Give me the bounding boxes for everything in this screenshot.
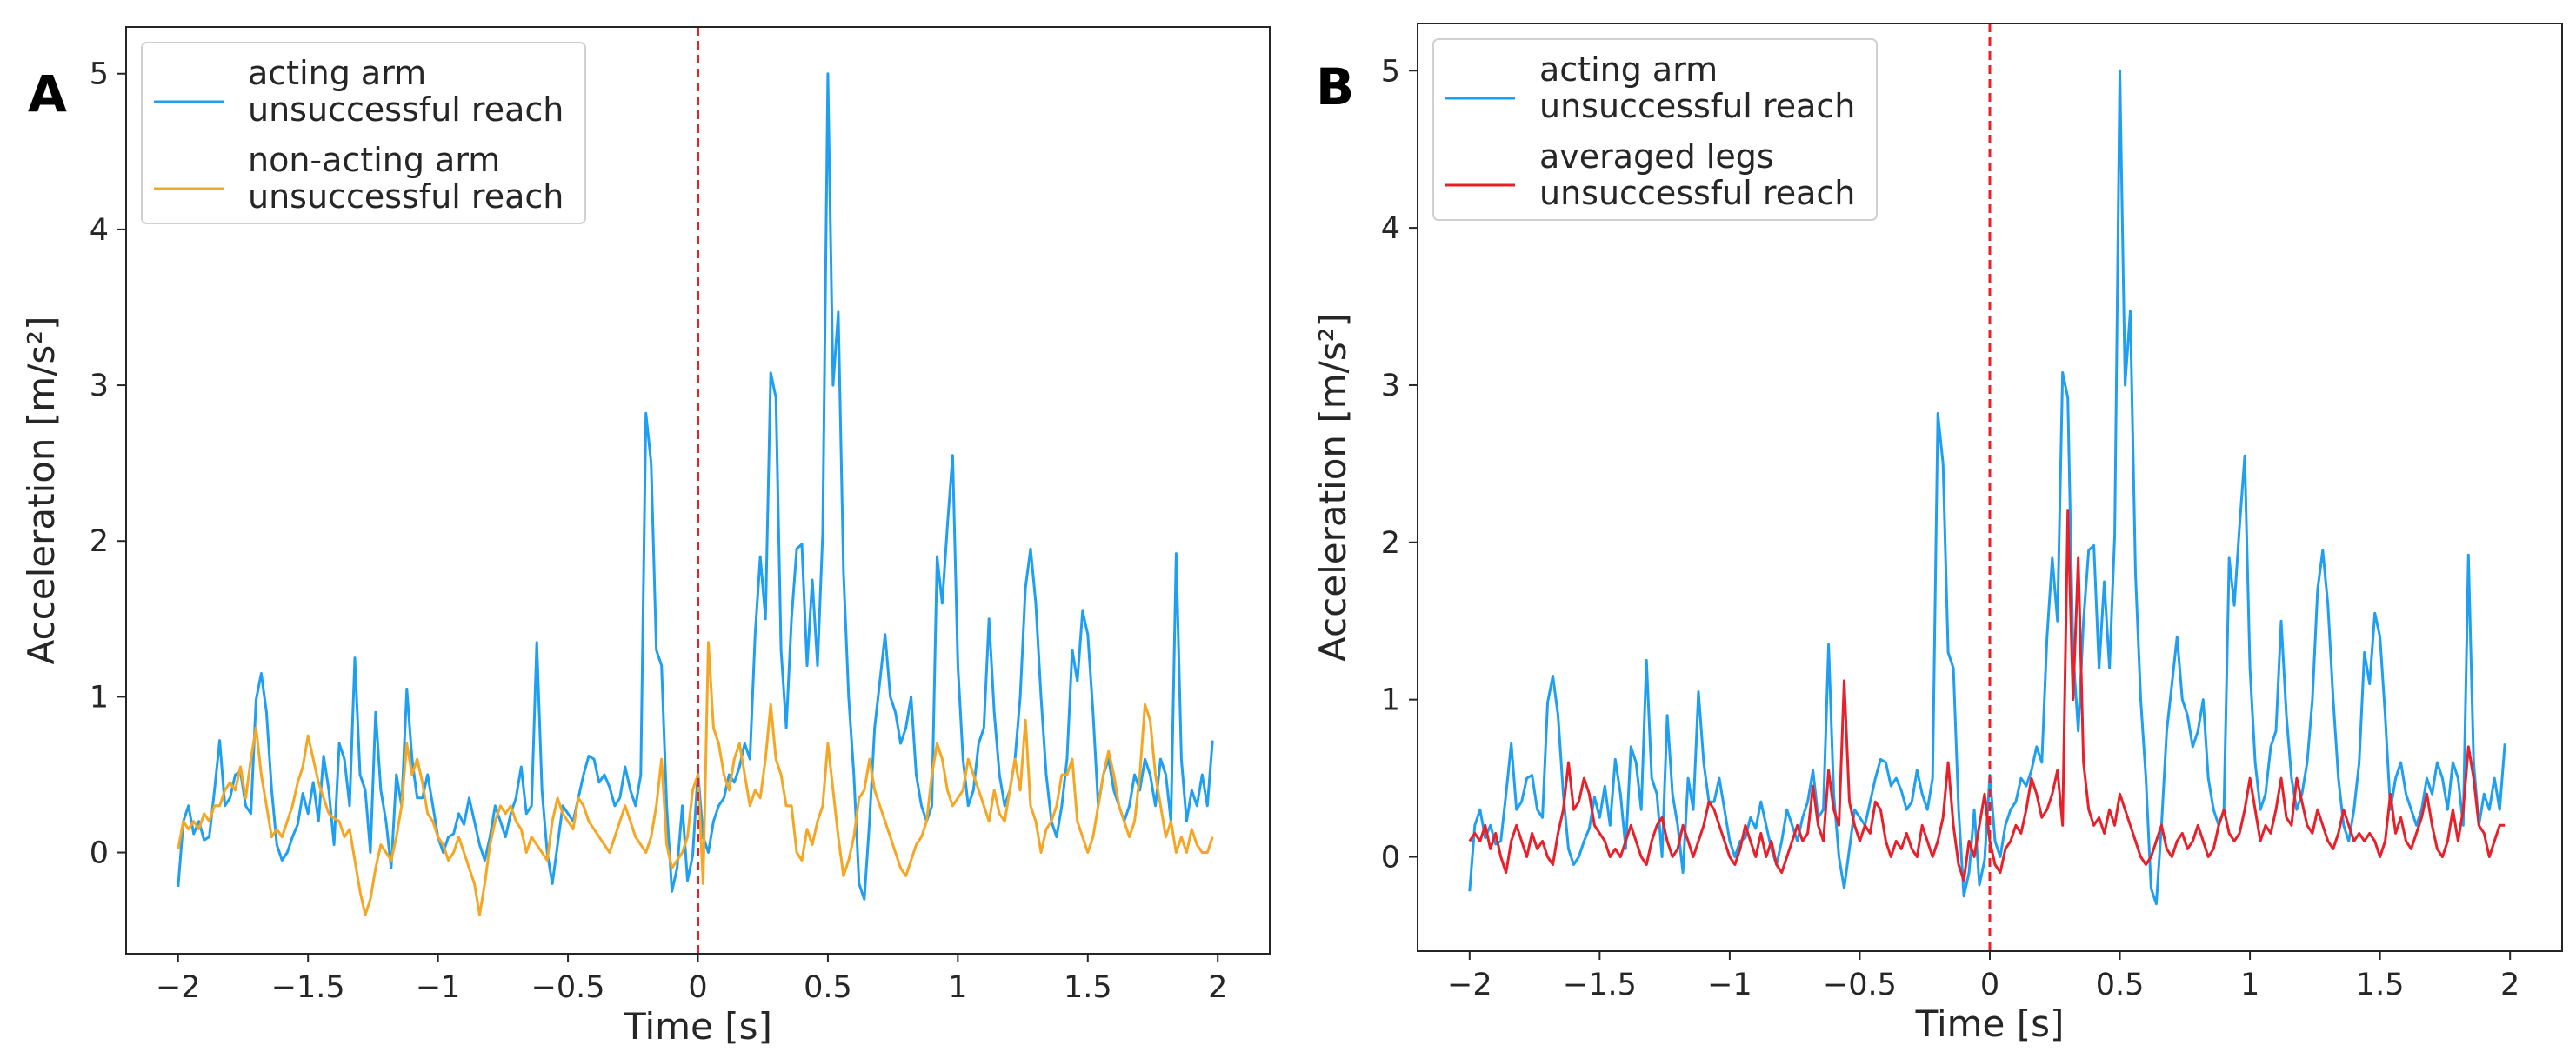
y-tick-label: 1: [1381, 683, 1400, 718]
legend-label: averaged legs: [1539, 137, 1774, 176]
panel-b: −2 −1.5 −1 −0.5 0 0.5 1 1.5 2 0 1 2 3 4 5 Time [s] Accel…: [1311, 23, 2563, 1045]
x-tick-label: −0.5: [531, 970, 605, 1005]
x-tick-label: −1: [416, 970, 461, 1005]
panel-a: −2 −1.5 −1 −0.5 0 0.5 1 1.5 2 0 1 2 3 4 5 Time [s] Accel…: [20, 26, 1271, 1048]
legend-label: unsuccessful reach: [1539, 174, 1855, 212]
y-tick-label: 1: [90, 680, 109, 715]
legend-label: non-acting arm: [248, 141, 500, 179]
series-line-2: [177, 641, 1214, 916]
y-tick-label: 3: [90, 369, 109, 403]
x-tick-label: 0.5: [804, 970, 852, 1005]
series-line-1: [177, 72, 1214, 901]
y-tick-label: 5: [90, 57, 109, 92]
x-tick-label: 0: [1980, 968, 1999, 1002]
panel-letter: A: [28, 64, 67, 123]
y-tick-label: 0: [90, 836, 109, 871]
y-tick-label: 0: [1381, 840, 1400, 875]
x-tick-label: 2: [1208, 970, 1227, 1005]
y-tick-label: 4: [1381, 211, 1400, 246]
x-axis-label: Time [s]: [1915, 1002, 2065, 1045]
x-tick-label: −2: [1447, 968, 1492, 1002]
legend-label: unsuccessful reach: [248, 90, 564, 129]
x-tick-label: −1.5: [271, 970, 345, 1005]
x-tick-label: 1.5: [2356, 968, 2405, 1002]
plot-area: [1468, 69, 2506, 906]
legend-label: acting arm: [1539, 50, 1718, 89]
x-tick-label: 2: [2500, 968, 2519, 1002]
legend-label: acting arm: [248, 54, 426, 92]
plot-area: [177, 72, 1214, 916]
y-tick-label: 2: [90, 524, 109, 559]
x-axis-label: Time [s]: [623, 1005, 772, 1048]
y-axis-label: Acceleration [m/s²]: [20, 316, 63, 665]
x-tick-label: −1: [1707, 968, 1752, 1002]
series-line-2: [1468, 509, 2506, 882]
x-tick-label: −1.5: [1563, 968, 1637, 1002]
legend-box: [1432, 38, 1878, 221]
x-tick-label: 0.5: [2096, 968, 2145, 1002]
legend-label: unsuccessful reach: [1539, 87, 1855, 125]
y-tick-label: 4: [90, 213, 109, 248]
x-tick-label: −0.5: [1823, 968, 1897, 1002]
y-tick-label: 3: [1381, 369, 1400, 403]
x-tick-label: 1.5: [1064, 970, 1112, 1005]
y-axis-label: Acceleration [m/s²]: [1311, 313, 1354, 662]
legend-box: [141, 42, 586, 224]
x-tick-label: 0: [688, 970, 707, 1005]
x-tick-label: −2: [156, 970, 201, 1005]
y-tick-label: 2: [1381, 526, 1400, 561]
panel-letter: B: [1316, 57, 1354, 117]
x-tick-label: 1: [2240, 968, 2259, 1002]
y-tick-label: 5: [1381, 54, 1400, 89]
legend-label: unsuccessful reach: [248, 177, 564, 216]
x-tick-label: 1: [948, 970, 967, 1005]
